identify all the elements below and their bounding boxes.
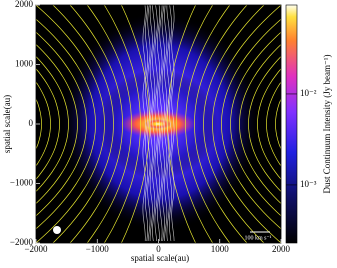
x-tick-label: −1000 [86, 244, 110, 254]
field-line [176, 5, 214, 243]
x-tick-label: 0 [156, 244, 161, 254]
colorbar-tick-label: 10⁻² [300, 88, 317, 98]
field-line [239, 43, 281, 205]
field-line [120, 5, 150, 243]
x-axis-label: spatial scale(au) [131, 253, 189, 263]
field-line [36, 5, 105, 243]
colorbar-tick-label: 10⁻³ [300, 179, 317, 189]
colorbar [285, 4, 298, 244]
field-line [185, 5, 231, 243]
field-line [212, 5, 281, 243]
velocity-line [154, 5, 158, 242]
field-line [36, 98, 42, 150]
intensity-map [36, 5, 281, 243]
field-line [103, 5, 141, 243]
field-line [194, 5, 248, 243]
field-line [36, 43, 78, 205]
x-tick-label: −2000 [24, 244, 48, 254]
x-tick-label: 2000 [272, 244, 291, 254]
field-line [266, 81, 281, 167]
velocity-line [156, 5, 161, 242]
velocity-line [164, 5, 168, 242]
field-line [203, 5, 265, 243]
y-tick-label: −2000 [10, 237, 34, 247]
y-tick-label: 1000 [15, 59, 34, 69]
field-line [36, 68, 60, 180]
velocity-line [166, 5, 170, 242]
colorbar-label: Dust Continuum Intensity (Jy beam⁻¹) [322, 55, 332, 194]
y-tick-label: 2000 [15, 0, 34, 9]
field-line [221, 18, 281, 230]
velocity-line [161, 5, 165, 242]
velocity-line [149, 5, 153, 241]
field-line [275, 98, 281, 150]
field-line [257, 68, 281, 180]
velocity-line [144, 5, 149, 242]
field-line [86, 5, 132, 243]
field-line [36, 81, 51, 167]
scale-bar-label: 100 km s⁻¹ [245, 235, 272, 241]
x-tick-label: 1000 [211, 244, 230, 254]
field-line [167, 5, 197, 243]
field-line [69, 5, 123, 243]
y-tick-label: 0 [29, 118, 34, 128]
y-tick-label: −1000 [10, 178, 34, 188]
field-line [36, 18, 96, 230]
velocity-line [168, 5, 173, 242]
velocity-line [159, 5, 163, 242]
velocity-line [142, 5, 146, 242]
field-line [248, 56, 281, 192]
field-line [36, 31, 87, 217]
field-line [36, 56, 69, 192]
velocity-line [147, 5, 151, 242]
field-line [230, 31, 281, 217]
y-axis-label: spatial scale(au) [2, 95, 12, 153]
velocity-line [171, 5, 175, 242]
field-line [52, 5, 114, 243]
velocity-line [152, 5, 156, 242]
